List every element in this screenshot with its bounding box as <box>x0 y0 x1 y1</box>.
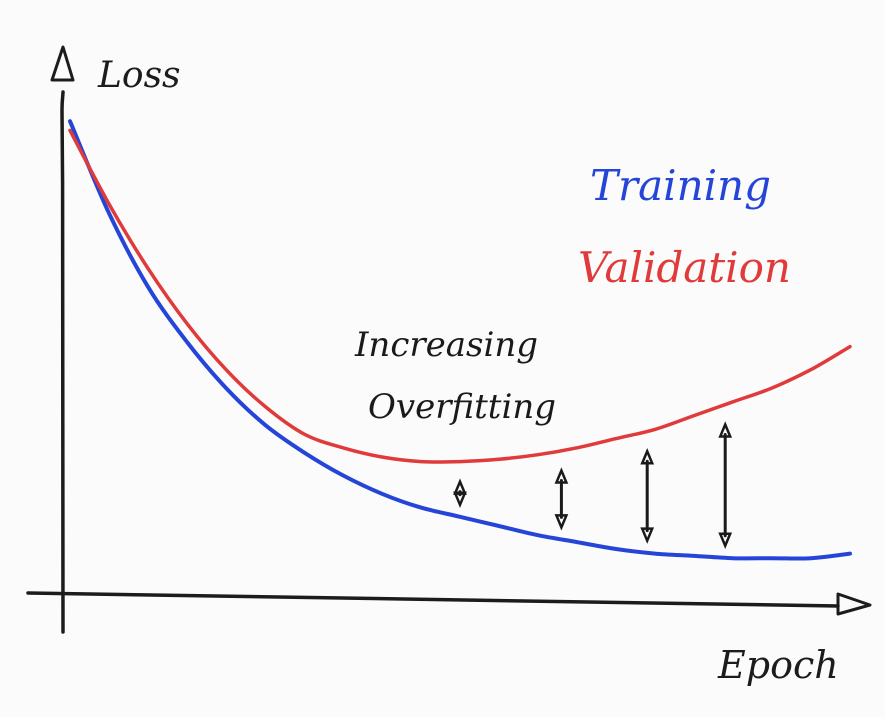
gap-arrow <box>554 467 569 531</box>
annotation-line-1: Increasing <box>354 325 538 365</box>
legend-training: Training <box>590 161 771 210</box>
x-axis-line <box>26 591 840 608</box>
gap-arrow-head-bottom <box>453 491 467 509</box>
x-axis-arrowhead <box>836 592 872 616</box>
gap-arrow-head-top <box>554 467 569 484</box>
legend-validation: Validation <box>578 243 791 292</box>
overfitting-gap-arrows <box>453 421 733 549</box>
y-axis-label: Loss <box>97 55 181 96</box>
gap-arrow <box>640 447 655 544</box>
gap-arrow-head-top <box>640 447 655 465</box>
y-axis-arrowhead <box>50 45 75 82</box>
validation-loss-line <box>68 128 852 464</box>
training-loss-line <box>68 119 852 561</box>
gap-arrow-head-bottom <box>640 527 655 544</box>
gap-arrow <box>718 421 733 549</box>
y-axis-line <box>60 90 65 634</box>
gap-arrow-head-bottom <box>718 532 733 549</box>
gap-arrow-head-top <box>718 421 733 438</box>
x-axis-label: Epoch <box>717 643 839 687</box>
annotation-line-2: Overfitting <box>368 387 556 427</box>
gap-arrow-head-bottom <box>554 514 569 531</box>
gap-arrow <box>453 478 467 509</box>
